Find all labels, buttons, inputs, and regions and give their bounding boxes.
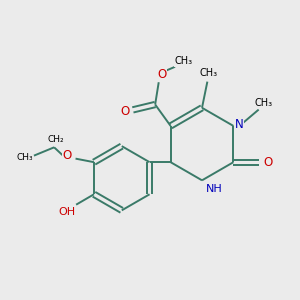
Text: O: O [63, 149, 72, 162]
Text: N: N [234, 118, 243, 131]
Text: CH₂: CH₂ [47, 135, 64, 144]
Text: O: O [264, 156, 273, 169]
Text: CH₃: CH₃ [255, 98, 273, 108]
Text: CH₃: CH₃ [16, 153, 33, 162]
Text: CH₃: CH₃ [200, 68, 218, 78]
Text: O: O [157, 68, 166, 81]
Text: O: O [120, 105, 129, 118]
Text: OH: OH [59, 207, 76, 217]
Text: NH: NH [206, 184, 222, 194]
Text: CH₃: CH₃ [175, 56, 193, 66]
